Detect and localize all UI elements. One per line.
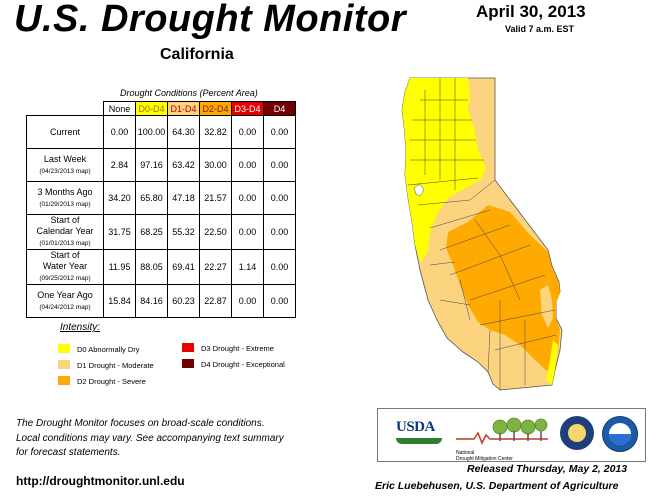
table-cell: 0.00: [231, 284, 264, 318]
county-lines: [407, 78, 557, 390]
table-cell: 0.00: [231, 115, 264, 149]
row-label: Start of Water Year (09/25/2012 map): [26, 249, 104, 285]
legend-swatch-d1: [58, 360, 70, 369]
table-cell: 34.20: [103, 181, 136, 215]
region-name: California: [160, 46, 234, 63]
ndmc-logo: National Drought Mitigation Center: [456, 415, 548, 462]
row-label: 3 Months Ago (01/29/2013 map): [26, 181, 104, 215]
valid-time: Valid 7 a.m. EST: [505, 24, 575, 34]
table-cell: 0.00: [263, 148, 296, 182]
table-cell: 88.05: [135, 249, 168, 285]
table-cell: 0.00: [263, 214, 296, 250]
legend-title: Intensity:: [60, 322, 101, 333]
table-row: Start of Calendar Year (01/01/2013 map) 31…: [26, 214, 296, 250]
table-row: Last Week (04/23/2013 map) 2.84 97.16 63.…: [26, 148, 296, 182]
map-date: April 30, 2013: [476, 2, 586, 21]
table-cell: 60.23: [167, 284, 200, 318]
legend-label-d4: D4 Drought - Exceptional: [201, 360, 285, 369]
california-drought-map: [401, 77, 563, 391]
legend-swatch-d2: [58, 376, 70, 385]
drought-stats-table: None D0-D4 D1-D4 D2-D4 D3-D4 D4 Current …: [26, 101, 296, 318]
col-header-d0-d4: D0-D4: [135, 101, 168, 116]
table-row: 3 Months Ago (01/29/2013 map) 34.20 65.80…: [26, 181, 296, 215]
table-cell: 100.00: [135, 115, 168, 149]
d0-north-area: [402, 78, 486, 262]
row-label: One Year Ago (04/24/2012 map): [26, 284, 104, 318]
table-cell: 15.84: [103, 284, 136, 318]
table-cell: 84.16: [135, 284, 168, 318]
table-cell: 22.50: [199, 214, 232, 250]
table-cell: 22.27: [199, 249, 232, 285]
legend-swatch-d0: [58, 344, 70, 353]
table-row: Current 0.00 100.00 64.30 32.82 0.00 0.0…: [26, 115, 296, 149]
col-header-d3-d4: D3-D4: [231, 101, 264, 116]
release-date: Released Thursday, May 2, 2013: [467, 463, 628, 475]
table-cell: 32.82: [199, 115, 232, 149]
legend-label-d3: D3 Drought - Extreme: [201, 344, 274, 353]
row-label: Current: [26, 115, 104, 149]
table-cell: 0.00: [231, 148, 264, 182]
legend-label-d0: D0 Abnormally Dry: [77, 345, 140, 354]
d1-east-strip: [540, 285, 553, 328]
table-cell: 63.42: [167, 148, 200, 182]
table-cell: 47.18: [167, 181, 200, 215]
website-link[interactable]: http://droughtmonitor.unl.edu: [16, 474, 185, 488]
table-cell: 69.41: [167, 249, 200, 285]
table-cell: 0.00: [103, 115, 136, 149]
d2-severe-area: [446, 205, 560, 372]
table-cell: 0.00: [263, 115, 296, 149]
table-header-row: None D0-D4 D1-D4 D2-D4 D3-D4 D4: [27, 101, 296, 116]
table-row: Start of Water Year (09/25/2012 map) 11.95…: [26, 249, 296, 285]
tree-icon: [456, 417, 548, 445]
table-cell: 55.32: [167, 214, 200, 250]
table-cell: 30.00: [199, 148, 232, 182]
table-cell: 0.00: [263, 284, 296, 318]
legend-swatch-d3: [182, 343, 194, 352]
agency-logos: USDA National Drought Mitigation Center: [377, 408, 646, 462]
table-row: One Year Ago (04/24/2012 map) 15.84 84.16…: [26, 284, 296, 318]
table-cell: 68.25: [135, 214, 168, 250]
table-cell: 21.57: [199, 181, 232, 215]
table-cell: 97.16: [135, 148, 168, 182]
table-cell: 31.75: [103, 214, 136, 250]
disclaimer-note: The Drought Monitor focuses on broad-sca…: [16, 418, 284, 458]
legend-swatch-d4: [182, 359, 194, 368]
table-cell: 22.87: [199, 284, 232, 318]
table-cell: 2.84: [103, 148, 136, 182]
col-header-none: None: [103, 101, 136, 116]
col-header-d4: D4: [263, 101, 296, 116]
bay-water: [413, 183, 425, 197]
row-label: Start of Calendar Year (01/01/2013 map): [26, 214, 104, 250]
col-header-d2-d4: D2-D4: [199, 101, 232, 116]
row-label: Last Week (04/23/2013 map): [26, 148, 104, 182]
d0-south-fringe: [546, 340, 558, 385]
table-caption: Drought Conditions (Percent Area): [120, 88, 258, 98]
usda-logo: USDA: [396, 419, 446, 449]
table-cell: 64.30: [167, 115, 200, 149]
table-cell: 65.80: [135, 181, 168, 215]
author-credit: Eric Luebehusen, U.S. Department of Agri…: [375, 480, 619, 492]
map-title: U.S. Drought Monitor: [14, 0, 407, 40]
table-cell: 0.00: [263, 181, 296, 215]
table-cell: 0.00: [263, 249, 296, 285]
noaa-logo-icon: [602, 416, 638, 452]
table-cell: 0.00: [231, 181, 264, 215]
commerce-seal-icon: [560, 416, 594, 450]
legend-label-d1: D1 Drought - Moderate: [77, 361, 154, 370]
table-cell: 1.14: [231, 249, 264, 285]
legend-label-d2: D2 Drought - Severe: [77, 377, 146, 386]
col-header-d1-d4: D1-D4: [167, 101, 200, 116]
table-cell: 11.95: [103, 249, 136, 285]
table-cell: 0.00: [231, 214, 264, 250]
